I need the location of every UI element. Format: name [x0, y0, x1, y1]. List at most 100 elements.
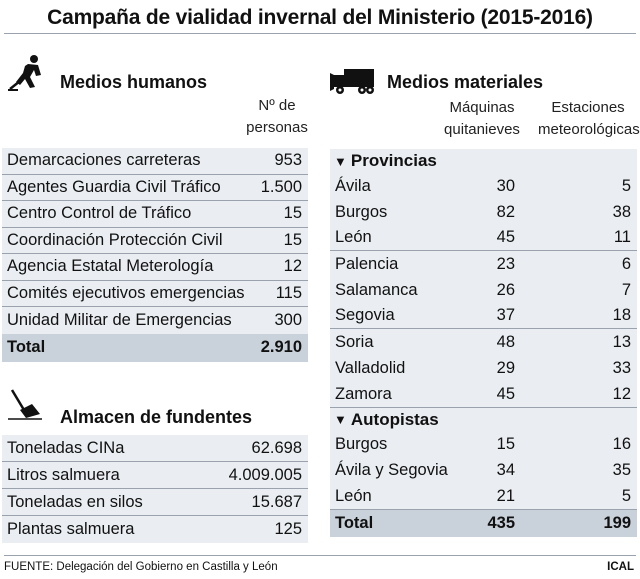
table-row: Unidad Militar de Emergencias 300	[2, 307, 308, 334]
row-value: 12	[283, 257, 302, 276]
row-estaciones: 5	[621, 176, 631, 195]
table-row: Agentes Guardia Civil Tráfico 1.500	[2, 175, 308, 201]
row-label: Litros salmuera	[7, 465, 120, 484]
table-row: Ávila 30 5	[330, 173, 637, 199]
col-header-estaciones: Estaciones meteorológicas	[538, 99, 640, 138]
row-label: Toneladas en silos	[7, 492, 143, 511]
row-value: 1.500	[260, 177, 302, 196]
triangle-down-icon: ▼	[334, 153, 347, 169]
row-maquinas: 29	[496, 358, 515, 377]
row-label: Valladolid	[335, 358, 406, 377]
row-value: 115	[275, 283, 302, 302]
row-label: Unidad Militar de Emergencias	[7, 310, 232, 329]
row-value: 953	[274, 151, 302, 170]
row-value: 15.687	[251, 492, 302, 511]
row-maquinas: 48	[496, 332, 515, 351]
row-label: Centro Control de Tráfico	[7, 204, 192, 223]
row-value: 125	[274, 520, 302, 538]
table-row: Centro Control de Tráfico 15	[2, 201, 308, 228]
row-label: Burgos	[335, 202, 388, 221]
row-maquinas: 23	[496, 254, 515, 273]
section-heading-materiales: Medios materiales	[387, 72, 544, 92]
row-maquinas: 37	[496, 306, 515, 324]
row-maquinas: 45	[496, 228, 515, 246]
subheading-autopistas-label: Autopistas	[350, 409, 439, 429]
table-row: Palencia 23 6	[330, 251, 637, 277]
row-estaciones: 38	[612, 202, 631, 221]
row-estaciones: 11	[613, 228, 631, 246]
row-maquinas: 21	[496, 486, 515, 505]
row-maquinas: 26	[496, 280, 515, 299]
row-label: Salamanca	[335, 280, 418, 299]
table-row: León 21 5	[330, 483, 637, 509]
total-estaciones: 199	[603, 514, 631, 532]
total-label: Total	[335, 514, 374, 532]
table-row: Salamanca 26 7	[330, 277, 637, 303]
footer-divider	[4, 555, 636, 556]
table-row: Zamora 45 12	[330, 381, 637, 407]
row-maquinas: 15	[496, 434, 515, 453]
row-label: Agentes Guardia Civil Tráfico	[7, 177, 221, 196]
row-estaciones: 16	[612, 434, 631, 453]
left-panel: Medios humanos Nº de personas Demarcacio…	[0, 45, 315, 547]
row-maquinas: 34	[496, 460, 515, 479]
materiales-table: ▼ Provincias Ávila 30 5 Burgos 82 38 León 45 11 P…	[330, 149, 637, 537]
total-maquinas: 435	[487, 514, 515, 532]
shovel-icon	[8, 389, 42, 420]
row-label: Ávila y Segovia	[335, 460, 448, 479]
row-estaciones: 35	[612, 460, 631, 479]
worker-icon	[8, 55, 41, 91]
row-label: Comités ejecutivos emergencias	[7, 283, 245, 302]
row-estaciones: 33	[612, 358, 631, 377]
section-heading-humanos: Medios humanos	[60, 72, 208, 92]
row-label: Soria	[335, 332, 374, 351]
row-estaciones: 12	[612, 384, 631, 403]
row-value: 15	[283, 204, 302, 223]
table-row: Burgos 15 16	[330, 431, 637, 457]
row-estaciones: 18	[612, 306, 631, 324]
right-panel: Medios materiales Máquinas quitanieves E…	[330, 45, 640, 547]
row-estaciones: 5	[621, 486, 631, 505]
row-value: 15	[283, 230, 302, 249]
row-label: Plantas salmuera	[7, 520, 135, 538]
humanos-total-row: Total 2.910	[2, 333, 308, 362]
row-estaciones: 6	[621, 254, 631, 273]
row-label: Palencia	[335, 254, 399, 273]
triangle-down-icon: ▼	[334, 412, 347, 427]
section-heading-fundentes: Almacen de fundentes	[60, 407, 253, 427]
row-label: León	[335, 228, 372, 246]
table-row: Toneladas en silos 15.687	[2, 489, 308, 516]
col-header-maquinas: Máquinas quitanieves	[444, 99, 520, 138]
table-row: Soria 48 13	[330, 329, 637, 355]
row-label: Agencia Estatal Meterología	[7, 257, 214, 276]
row-label: Toneladas CINa	[7, 438, 125, 457]
row-estaciones: 13	[612, 332, 631, 351]
row-value: 4.009.005	[228, 465, 302, 484]
infographic-title: Campaña de vialidad invernal del Ministe…	[47, 6, 593, 29]
credit-label: ICAL	[607, 561, 634, 573]
row-maquinas: 82	[496, 202, 515, 221]
row-maquinas: 30	[496, 176, 515, 195]
table-row: Ávila y Segovia 34 35	[330, 457, 637, 483]
table-row: Coordinación Protección Civil 15	[2, 228, 308, 254]
title-divider	[4, 33, 636, 34]
table-row: Demarcaciones carreteras 953	[2, 148, 308, 175]
total-value: 2.910	[260, 338, 302, 356]
materiales-total-row: Total 435 199	[330, 509, 637, 537]
snowplow-truck-icon	[330, 69, 374, 94]
row-label: Coordinación Protección Civil	[7, 230, 223, 249]
table-row: Segovia 37 18	[330, 303, 637, 329]
row-label: Segovia	[335, 306, 395, 324]
subheading-provincias-label: Provincias	[350, 151, 437, 170]
row-label: Zamora	[335, 384, 392, 403]
table-row: Toneladas CINa 62.698	[2, 435, 308, 462]
subheading-autopistas: ▼ Autopistas	[330, 407, 637, 431]
table-row: Agencia Estatal Meterología 12	[2, 254, 308, 281]
table-row: Burgos 82 38	[330, 199, 637, 225]
row-estaciones: 7	[621, 280, 631, 299]
source-note: FUENTE: Delegación del Gobierno en Casti…	[4, 561, 278, 573]
row-label: Demarcaciones carreteras	[7, 151, 201, 170]
total-label: Total	[7, 338, 46, 356]
row-label: Ávila	[335, 176, 371, 195]
table-row: León 45 11	[330, 225, 637, 251]
